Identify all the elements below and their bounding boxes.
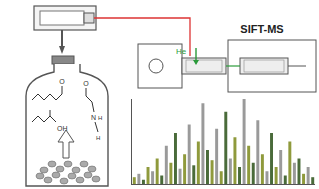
- svg-text:OH: OH: [57, 125, 68, 132]
- svg-text:SIFT-MS: SIFT-MS: [240, 23, 283, 35]
- svg-text:N: N: [91, 114, 96, 121]
- svg-text:O: O: [59, 78, 65, 85]
- svg-text:He: He: [176, 47, 187, 56]
- svg-text:H: H: [98, 115, 102, 121]
- svg-text:O: O: [83, 80, 89, 87]
- svg-text:H: H: [96, 135, 100, 141]
